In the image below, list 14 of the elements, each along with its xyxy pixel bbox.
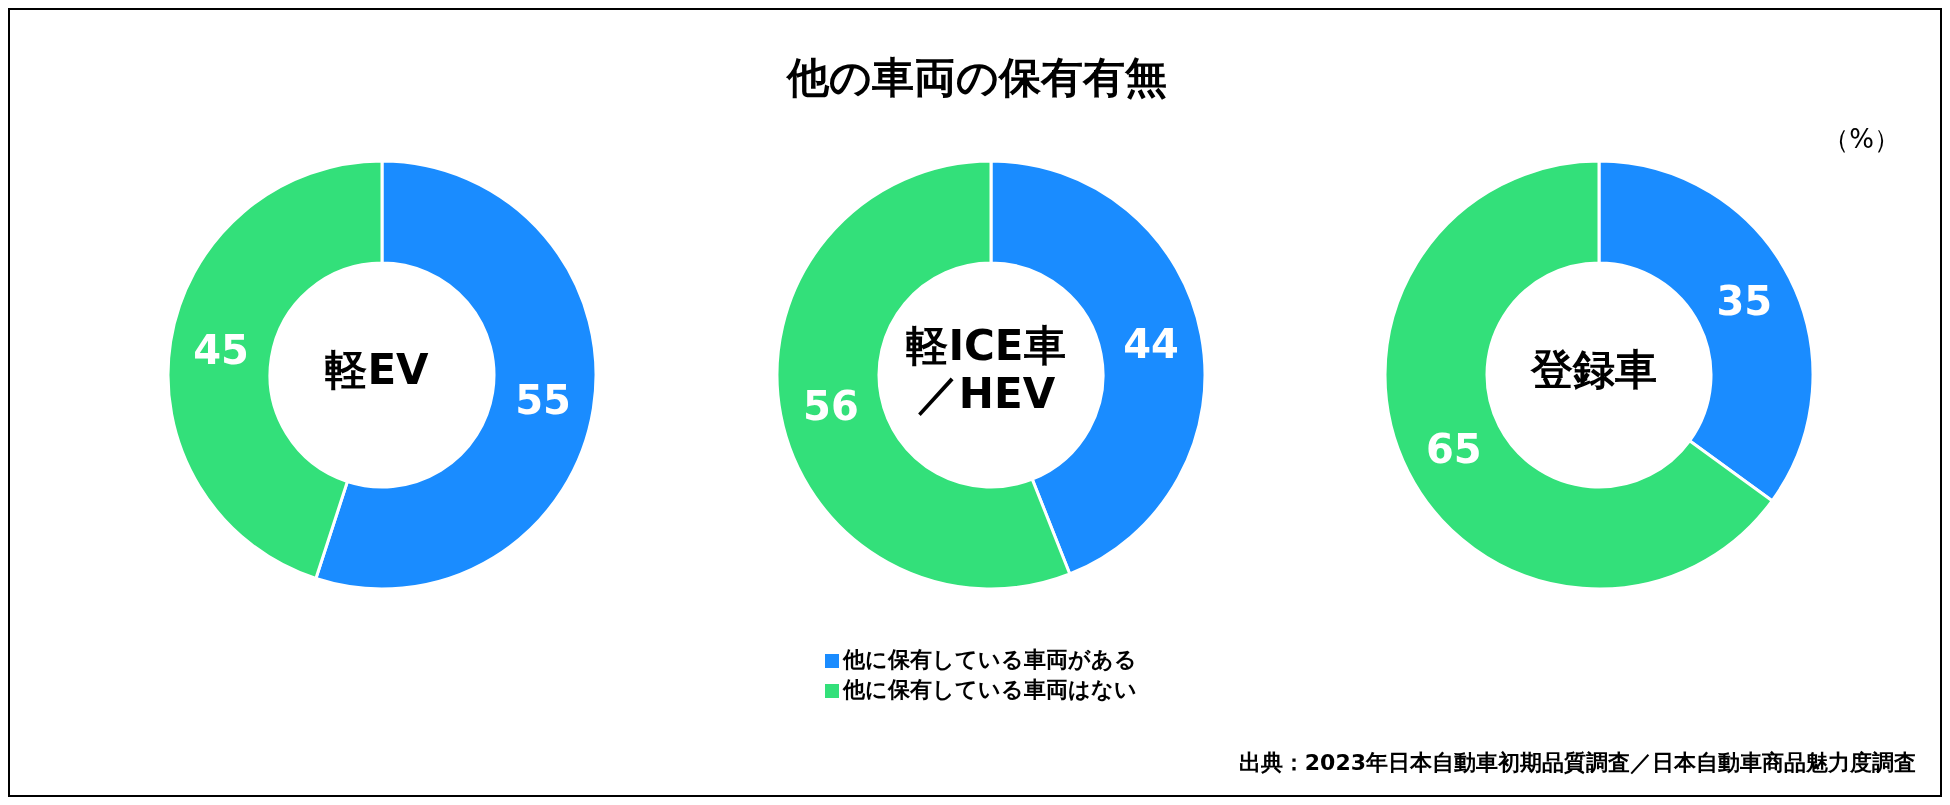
- data-label: 35: [1716, 278, 1773, 324]
- legend-label: 他に保有している車両がある: [843, 647, 1137, 672]
- text: 軽ICE車／HEV: [905, 320, 1067, 419]
- data-label: 44: [1123, 321, 1179, 368]
- data-label: 45: [193, 326, 249, 373]
- data-label: 56: [803, 382, 859, 429]
- source-note: 出典：2023年日本自動車初期品質調査／日本自動車商品魅力度調査: [1238, 749, 1916, 777]
- data-label: 65: [1425, 426, 1482, 472]
- text: 他の車両の保有有無: [785, 52, 1168, 104]
- text: （%）: [1823, 123, 1900, 156]
- text: 登録車: [1529, 344, 1658, 395]
- legend-label: 他に保有している車両はない: [843, 677, 1137, 702]
- data-label: 55: [515, 377, 571, 424]
- text: 軽EV: [324, 344, 430, 395]
